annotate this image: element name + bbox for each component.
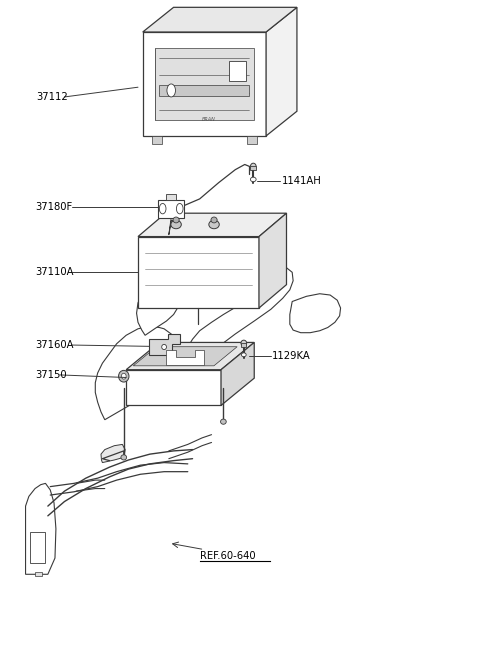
Polygon shape (152, 136, 162, 143)
Polygon shape (158, 200, 184, 217)
Text: 37150: 37150 (35, 370, 67, 380)
Ellipse shape (251, 177, 256, 181)
Text: 1141AH: 1141AH (282, 176, 322, 186)
Polygon shape (126, 343, 254, 369)
Polygon shape (138, 213, 287, 236)
Ellipse shape (209, 220, 219, 229)
Polygon shape (166, 350, 204, 365)
Polygon shape (101, 444, 125, 462)
Polygon shape (266, 7, 297, 136)
Polygon shape (229, 61, 246, 81)
Text: 37180F: 37180F (35, 202, 72, 212)
Polygon shape (251, 166, 256, 170)
Ellipse shape (121, 455, 127, 460)
Ellipse shape (251, 163, 256, 170)
Ellipse shape (162, 345, 167, 350)
Polygon shape (30, 532, 45, 563)
Polygon shape (149, 334, 180, 355)
Polygon shape (241, 343, 246, 347)
Polygon shape (290, 293, 341, 333)
Ellipse shape (220, 419, 226, 424)
Polygon shape (126, 369, 221, 405)
Ellipse shape (177, 204, 183, 214)
Ellipse shape (211, 217, 217, 223)
Polygon shape (247, 136, 257, 143)
Polygon shape (25, 483, 56, 574)
Polygon shape (137, 282, 179, 335)
Polygon shape (167, 195, 176, 200)
Polygon shape (188, 268, 293, 362)
Text: 37112: 37112 (36, 92, 68, 102)
Ellipse shape (119, 370, 129, 382)
Text: BRAN: BRAN (202, 117, 216, 122)
Polygon shape (96, 326, 180, 420)
Ellipse shape (241, 353, 246, 357)
Polygon shape (143, 32, 266, 136)
Polygon shape (138, 236, 259, 308)
Polygon shape (133, 346, 237, 365)
Ellipse shape (121, 373, 126, 379)
Text: 37110A: 37110A (35, 267, 73, 277)
Ellipse shape (173, 217, 179, 223)
Ellipse shape (241, 340, 247, 346)
Polygon shape (259, 213, 287, 308)
Polygon shape (221, 343, 254, 405)
Polygon shape (143, 7, 297, 32)
Ellipse shape (167, 84, 176, 97)
Ellipse shape (159, 204, 166, 214)
Text: REF.60-640: REF.60-640 (200, 551, 255, 561)
Polygon shape (155, 48, 254, 120)
Ellipse shape (171, 220, 181, 229)
Text: 37160A: 37160A (35, 340, 73, 350)
Text: 1129KA: 1129KA (272, 351, 311, 361)
Polygon shape (35, 572, 42, 576)
Polygon shape (159, 85, 250, 96)
